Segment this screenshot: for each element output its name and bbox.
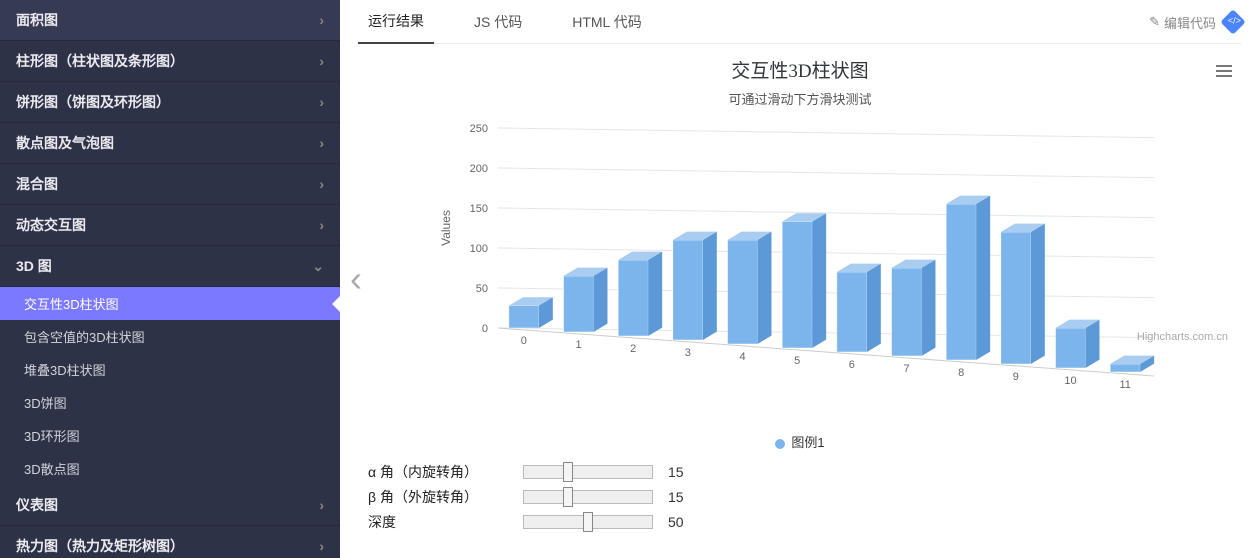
svg-text:5: 5 bbox=[794, 355, 800, 367]
svg-text:3: 3 bbox=[685, 347, 691, 359]
sidebar-category[interactable]: 动态交互图 › bbox=[0, 205, 340, 246]
pencil-icon: ✎ bbox=[1149, 14, 1160, 30]
tabs-bar: 运行结果 JS 代码 HTML 代码 ✎ 编辑代码 bbox=[358, 0, 1242, 44]
sidebar-category[interactable]: 饼形图（饼图及环形图） › bbox=[0, 82, 340, 123]
svg-text:0: 0 bbox=[521, 335, 527, 347]
svg-text:1: 1 bbox=[575, 339, 581, 351]
sidebar-category-label: 散点图及气泡图 bbox=[16, 133, 114, 153]
chevron-right-icon: › bbox=[319, 497, 324, 513]
alpha-value: 15 bbox=[668, 464, 708, 480]
depth-label: 深度 bbox=[358, 512, 508, 532]
sidebar-sub-item[interactable]: 交互性3D柱状图 bbox=[0, 287, 340, 320]
svg-text:2: 2 bbox=[630, 343, 636, 355]
chevron-right-icon: › bbox=[319, 53, 324, 69]
chart-subtitle: 可通过滑动下方滑块测试 bbox=[358, 89, 1242, 108]
sidebar-sub-item[interactable]: 3D环形图 bbox=[0, 419, 340, 452]
chart-container: 交互性3D柱状图 可通过滑动下方滑块测试 050100150200250Valu… bbox=[358, 44, 1242, 451]
tab[interactable]: JS 代码 bbox=[464, 0, 532, 44]
chevron-down-icon: ⌄ bbox=[312, 258, 324, 275]
legend-marker bbox=[775, 439, 785, 449]
chevron-right-icon: › bbox=[319, 12, 324, 28]
chart-credits: Highcharts.com.cn bbox=[1137, 331, 1228, 343]
beta-slider[interactable] bbox=[523, 489, 653, 505]
sidebar-category[interactable]: 热力图（热力及矩形树图） › bbox=[0, 526, 340, 558]
chevron-right-icon: › bbox=[319, 217, 324, 233]
svg-text:150: 150 bbox=[470, 203, 488, 215]
sidebar-category[interactable]: 柱形图（柱状图及条形图） › bbox=[0, 41, 340, 82]
chevron-right-icon: › bbox=[319, 176, 324, 192]
chevron-right-icon: › bbox=[319, 94, 324, 110]
sidebar-sub-item[interactable]: 堆叠3D柱状图 bbox=[0, 353, 340, 386]
beta-label: β 角（外旋转角） bbox=[358, 487, 508, 507]
sidebar-category-label: 饼形图（饼图及环形图） bbox=[16, 92, 170, 112]
svg-text:6: 6 bbox=[849, 359, 855, 371]
svg-text:9: 9 bbox=[1013, 371, 1019, 383]
beta-value: 15 bbox=[668, 489, 708, 505]
sidebar-category-label: 混合图 bbox=[16, 174, 58, 194]
chevron-right-icon: › bbox=[319, 538, 324, 554]
sidebar-category-label: 面积图 bbox=[16, 10, 58, 30]
sidebar-category-label: 柱形图（柱状图及条形图） bbox=[16, 51, 184, 71]
svg-text:10: 10 bbox=[1064, 375, 1076, 387]
sidebar-sub-item[interactable]: 包含空值的3D柱状图 bbox=[0, 320, 340, 353]
svg-text:4: 4 bbox=[739, 351, 745, 363]
legend-label: 图例1 bbox=[791, 435, 824, 450]
controls-panel: α 角（内旋转角） 15 β 角（外旋转角） 15 深度 50 bbox=[358, 459, 1242, 534]
sidebar-category-label: 3D 图 bbox=[16, 256, 52, 276]
svg-text:Values: Values bbox=[439, 210, 453, 246]
chart-legend[interactable]: 图例1 bbox=[358, 432, 1242, 451]
svg-text:100: 100 bbox=[470, 243, 488, 255]
svg-text:8: 8 bbox=[958, 367, 964, 379]
chevron-right-icon: › bbox=[319, 135, 324, 151]
edit-code-link[interactable]: ✎ 编辑代码 bbox=[1149, 13, 1216, 32]
alpha-label: α 角（内旋转角） bbox=[358, 462, 508, 482]
svg-text:7: 7 bbox=[903, 363, 909, 375]
sidebar-category[interactable]: 散点图及气泡图 › bbox=[0, 123, 340, 164]
main-panel: 运行结果 JS 代码 HTML 代码 ✎ 编辑代码 交互性3D柱状图 可通过滑动下方… bbox=[340, 0, 1260, 558]
svg-text:11: 11 bbox=[1119, 379, 1130, 391]
sidebar-category[interactable]: 混合图 › bbox=[0, 164, 340, 205]
depth-slider[interactable] bbox=[523, 514, 653, 530]
sidebar-category-label: 动态交互图 bbox=[16, 215, 86, 235]
edit-code-label: 编辑代码 bbox=[1164, 13, 1216, 32]
sidebar-category[interactable]: 仪表图 › bbox=[0, 485, 340, 526]
sidebar-sub-item[interactable]: 3D饼图 bbox=[0, 386, 340, 419]
chart-title: 交互性3D柱状图 bbox=[358, 56, 1242, 83]
depth-value: 50 bbox=[668, 514, 708, 530]
chart-canvas: 0 50 100 150 200 250 Values 0 1 2 3 4 5 6 7 8 9 10 11 bbox=[358, 118, 1242, 428]
svg-text:50: 50 bbox=[476, 283, 488, 295]
sidebar-category[interactable]: 3D 图 ⌄ bbox=[0, 246, 340, 287]
svg-text:250: 250 bbox=[470, 123, 488, 135]
sidebar-category-label: 热力图（热力及矩形树图） bbox=[16, 536, 184, 556]
tab[interactable]: 运行结果 bbox=[358, 0, 434, 44]
sidebar-sub-item[interactable]: 3D散点图 bbox=[0, 452, 340, 485]
sidebar-nav: 面积图›柱形图（柱状图及条形图）›饼形图（饼图及环形图）›散点图及气泡图›混合图… bbox=[0, 0, 340, 558]
sidebar-category[interactable]: 面积图 › bbox=[0, 0, 340, 41]
svg-text:0: 0 bbox=[482, 323, 488, 335]
alpha-slider[interactable] bbox=[523, 464, 653, 480]
sidebar-category-label: 仪表图 bbox=[16, 495, 58, 515]
tab[interactable]: HTML 代码 bbox=[562, 0, 651, 44]
chart-menu-button[interactable] bbox=[1216, 62, 1232, 80]
code-icon[interactable] bbox=[1220, 9, 1245, 34]
svg-text:200: 200 bbox=[470, 163, 488, 175]
